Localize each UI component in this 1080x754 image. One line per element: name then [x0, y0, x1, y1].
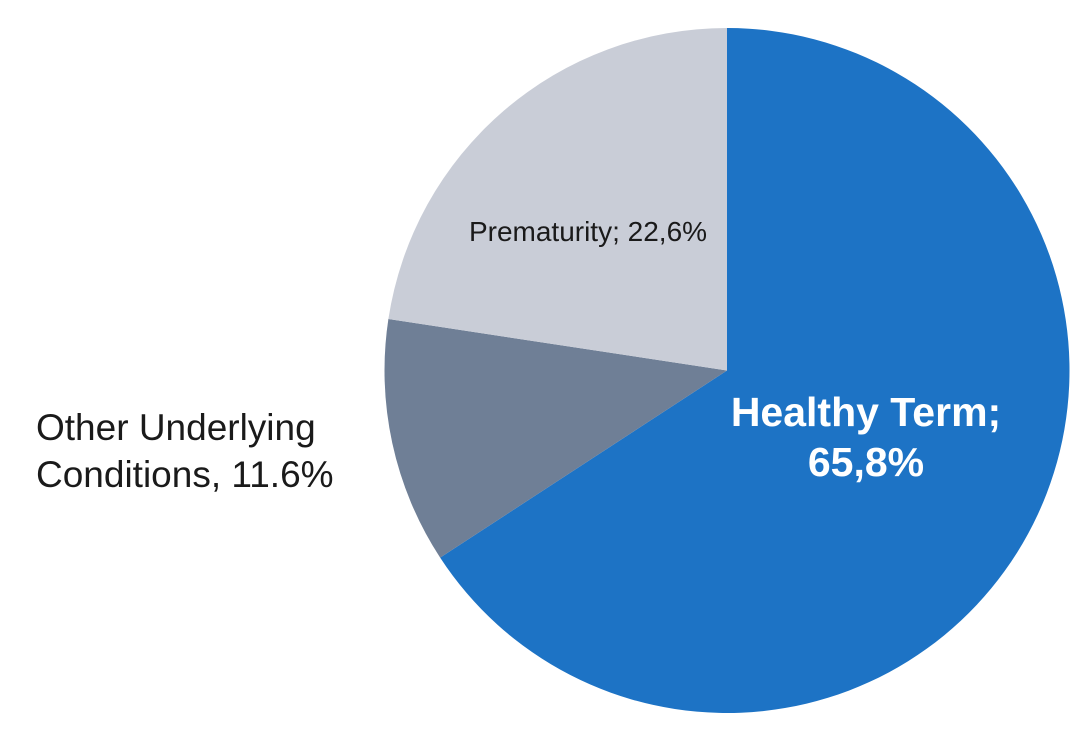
label-prematurity: Prematurity; 22,6% — [468, 216, 708, 247]
label-healthy-term-line1: Healthy Term; — [730, 389, 1002, 435]
pie-slice-healthy-term — [440, 28, 1070, 713]
pie-slice-prematurity — [388, 28, 727, 371]
label-healthy-term: Healthy Term; 65,8% — [731, 387, 1001, 487]
label-healthy-term-line2: 65,8% — [807, 439, 925, 485]
label-other-line1: Other Underlying — [36, 407, 316, 448]
pie-slice-other-underlying-conditions — [384, 319, 727, 558]
label-other-underlying-conditions: Other Underlying Conditions, 11.6% — [36, 404, 334, 498]
label-other-line2: Conditions, 11.6% — [36, 454, 334, 495]
